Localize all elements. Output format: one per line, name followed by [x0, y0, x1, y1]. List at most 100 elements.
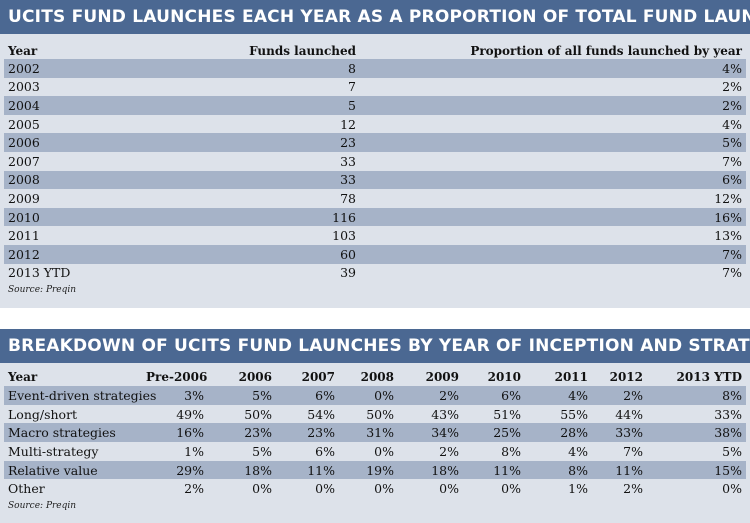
table-cell: 60	[124, 244, 360, 264]
table-cell: 29%	[142, 460, 208, 480]
table-cell: 4%	[722, 116, 742, 132]
table-cell: 51%	[493, 406, 521, 422]
table-cell: 5%	[360, 133, 746, 152]
table-row: Multi-strategy 1% 5% 6% 0% 2% 8% 4% 7% 5%	[4, 442, 746, 461]
table-cell: 7%	[623, 443, 643, 459]
table-cell: 2%	[360, 96, 746, 115]
table-row: Long/short 49% 50% 54% 50% 43% 51% 55% 44% 33%	[4, 405, 746, 424]
strategy-breakdown-panel: BREAKDOWN OF UCITS FUND LAUNCHES BY YEAR…	[0, 329, 750, 523]
table-cell: 6%	[315, 443, 335, 459]
column-header: 2013 YTD	[676, 370, 742, 384]
table-cell: 4%	[360, 59, 746, 78]
table-cell: 0%	[252, 481, 272, 497]
strategy-breakdown-title: BREAKDOWN OF UCITS FUND LAUNCHES BY YEAR…	[0, 329, 750, 363]
table-cell: 23	[124, 133, 360, 152]
table-row: 2003 7 2%	[4, 78, 746, 97]
table-row: 2007 33 7%	[4, 152, 746, 171]
table-row: 2012 60 7%	[4, 244, 746, 264]
column-header: 2007	[301, 370, 335, 384]
table-cell: 33	[124, 170, 360, 190]
table-cell: 2007	[8, 153, 40, 169]
table-cell: 0%	[439, 481, 459, 497]
table-cell: 43%	[431, 406, 459, 422]
table-cell: 1%	[184, 443, 204, 459]
column-header-funds-launched: Funds launched	[249, 43, 356, 58]
table-cell: Other	[8, 481, 45, 497]
table-cell: 2%	[398, 386, 463, 405]
table-cell: 44%	[615, 406, 643, 422]
table-cell: 0%	[501, 481, 521, 497]
table-cell: 7%	[360, 244, 746, 264]
table-cell: 39	[340, 265, 356, 281]
fund-launches-title: UCITS FUND LAUNCHES EACH YEAR AS A PROPO…	[0, 0, 750, 34]
column-header: Pre-2006	[146, 370, 208, 384]
table-cell: 55%	[560, 406, 588, 422]
table-cell: Long/short	[8, 406, 78, 422]
column-header-year: Year	[8, 43, 38, 58]
table-cell: 50%	[366, 406, 394, 422]
table-cell: 1%	[568, 481, 588, 497]
table-row: 2002 8 4%	[4, 59, 746, 78]
table-cell: 50%	[244, 406, 272, 422]
table-row: 2006 23 5%	[4, 133, 746, 152]
table-cell: 0%	[374, 481, 394, 497]
table-cell: 103	[332, 228, 356, 244]
table-row: Macro strategies 16% 23% 23% 31% 34% 25% 28% 33%…	[4, 423, 746, 443]
table-row: Relative value 29% 18% 11% 19% 18% 11% 8% 11% 15%	[4, 460, 746, 480]
column-header: 2011	[554, 370, 588, 384]
table-cell: Event-driven strategies	[4, 386, 156, 405]
table-cell: 8	[124, 59, 360, 78]
table-cell: 11%	[463, 460, 525, 480]
table-cell: 3%	[142, 386, 208, 405]
table-cell: Multi-strategy	[8, 443, 99, 459]
table-cell: 33%	[714, 406, 742, 422]
table-cell: 8%	[647, 386, 746, 405]
table-cell: Macro strategies	[4, 423, 142, 443]
table-cell: 34%	[398, 423, 463, 443]
table-row: Other 2% 0% 0% 0% 0% 0% 1% 2% 0%	[4, 479, 746, 498]
table-cell: 2008	[4, 170, 124, 190]
table-cell: 2012	[4, 244, 124, 264]
table-row: 2013 YTD 39 7%	[4, 264, 746, 283]
table-cell: Relative value	[4, 460, 142, 480]
table-cell: 15%	[647, 460, 746, 480]
fund-launches-panel: UCITS FUND LAUNCHES EACH YEAR AS A PROPO…	[0, 0, 750, 296]
table-cell: 8%	[501, 443, 521, 459]
table-cell: 28%	[525, 423, 592, 443]
table-cell: 5%	[722, 443, 742, 459]
table-cell: 8%	[525, 460, 592, 480]
column-header: 2006	[238, 370, 272, 384]
column-header: 2010	[487, 370, 521, 384]
table-row: 2010 116 16%	[4, 207, 746, 227]
table-cell: 16%	[142, 423, 208, 443]
column-header-proportion: Proportion of all funds launched by year	[470, 43, 742, 58]
panel-divider	[0, 308, 750, 329]
table-cell: 2006	[4, 133, 124, 152]
table-cell: 0%	[374, 443, 394, 459]
table-cell: 7%	[722, 265, 742, 281]
table-cell: 7	[348, 79, 356, 95]
table-cell: 49%	[176, 406, 204, 422]
table-cell: 0%	[339, 386, 398, 405]
column-header: 2008	[360, 370, 394, 384]
table-cell: 4%	[525, 386, 592, 405]
table-cell: 2005	[8, 116, 40, 132]
table-cell: 5	[124, 96, 360, 115]
table-cell: 11%	[276, 460, 339, 480]
source-note: Source: Preqin	[8, 285, 77, 296]
table-header-row: Year Funds launched Proportion of all fu…	[4, 42, 746, 59]
table-header-row: Year Pre-2006 2006 2007 2008 2009 2010 2011 2012…	[4, 368, 746, 386]
table-row: 2009 78 12%	[4, 189, 746, 208]
table-cell: 54%	[307, 406, 335, 422]
strategy-breakdown-table: Year Pre-2006 2006 2007 2008 2009 2010 2011 2012…	[4, 368, 746, 498]
fund-launches-table-body: 2002 8 4% 2003 7 2% 2004 5 2% 2005 12 4% 2006 23 5% 200…	[4, 59, 746, 282]
table-cell: 2%	[722, 79, 742, 95]
table-cell: 7%	[722, 153, 742, 169]
table-cell: 23%	[208, 423, 276, 443]
table-cell: 16%	[360, 207, 746, 227]
table-cell: 2002	[4, 59, 124, 78]
table-cell: 2013 YTD	[8, 265, 71, 281]
table-cell: 11%	[592, 460, 647, 480]
column-header: 2009	[425, 370, 459, 384]
table-cell: 5%	[208, 386, 276, 405]
